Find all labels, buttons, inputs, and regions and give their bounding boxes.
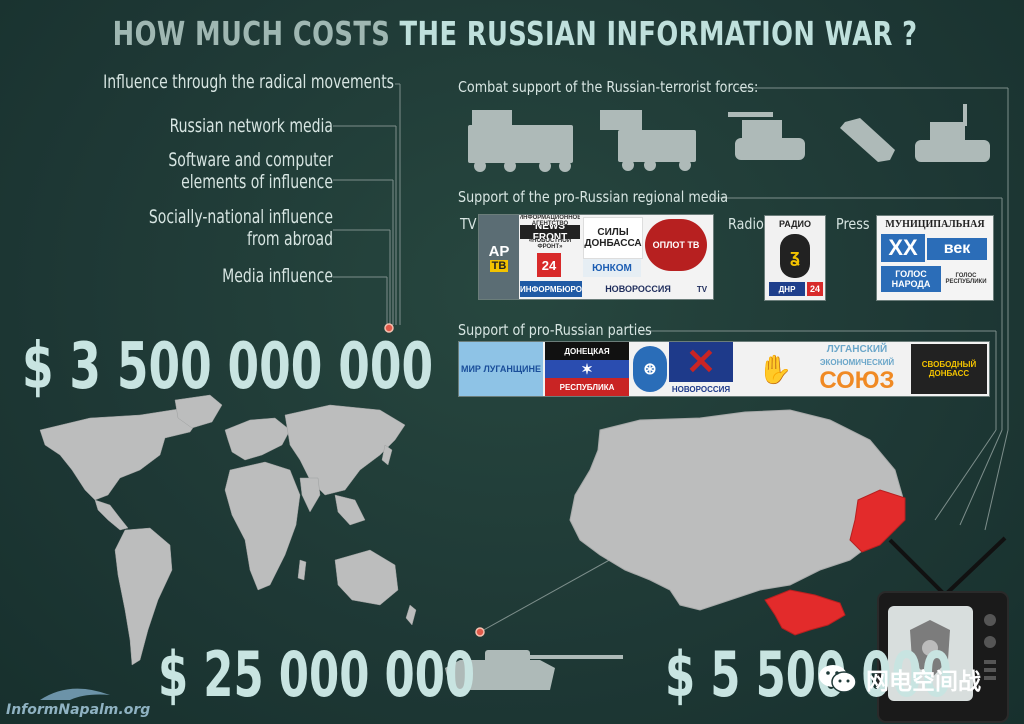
logo-hands: ✋ [757, 353, 793, 385]
watermark: InformNapalm.org [6, 702, 151, 718]
label-press: Press [836, 215, 870, 233]
logo-xx: XX [881, 234, 925, 262]
logo-municipal: МУНИЦИПАЛЬНАЯ [885, 218, 985, 230]
logo-radio-24: 24 [807, 282, 823, 296]
logo-novorossiya-flag: ✕ [669, 342, 733, 382]
tank-icon [445, 650, 623, 690]
amount-military: $ 25 000 000 [158, 638, 476, 711]
radio-logo-panel: РАДИО ʓ ДНР 24 [764, 215, 826, 301]
tv-icon [877, 536, 1009, 723]
label-radio: Radio [728, 215, 764, 233]
logo-svobodny-donbass: СВОБОДНЫЙ ДОНБАСС [911, 344, 987, 394]
tv-logos-panel: AP TB ИНФОРМАЦИОННОЕ АГЕНТСТВО NEWS FRONT… [478, 214, 714, 300]
logo-lugansk: ЛУГАНСКИЙ [826, 343, 888, 355]
logo-novorossiya-party: НОВОРОССИЯ [671, 384, 731, 394]
logo-soyuz: СОЮЗ [819, 368, 895, 394]
title-part-1: HOW MUCH COSTS [112, 14, 391, 53]
dolphin-icon [40, 688, 110, 700]
label-network-media: Russian network media [169, 115, 333, 137]
wechat-account-name: 网电空间战 [866, 669, 981, 695]
section-parties: Support of pro-Russian parties [458, 321, 652, 339]
page-title: HOW MUCH COSTS THE RUSSIAN INFORMATION W… [112, 14, 917, 53]
label-social-national: Socially-national influence from abroad [148, 206, 333, 250]
amount-regional: $ 5 500 000 [665, 638, 952, 711]
logo-novorossiya-tv: НОВОРОССИЯ [583, 281, 693, 297]
logo-golos-sub: ГОЛОС РЕСПУБЛИКИ [945, 273, 987, 285]
logo-donetsk: ДОНЕЦКАЯ [545, 342, 629, 360]
ukraine-map [569, 409, 906, 636]
logo-radio-text: РАДИО [779, 219, 811, 229]
label-radical-movements: Influence through the radical movements [103, 71, 395, 93]
section-media: Support of the pro-Russian regional medi… [458, 188, 729, 206]
label-tv: TV [460, 215, 477, 233]
logo-yugnom: ЮНКОМ [583, 259, 641, 277]
logo-agency-text: ИНФОРМАЦИОННОЕ АГЕНТСТВО [520, 215, 580, 227]
logo-tv-mark: TV [696, 284, 708, 294]
logo-informburo: ИНФОРМБЮРО [520, 281, 582, 297]
logo-vek: век [927, 238, 987, 260]
combat-vehicles [468, 104, 990, 172]
press-logo-panel: МУНИЦИПАЛЬНАЯ XX век ГОЛОС НАРОДА ГОЛОС … [876, 215, 994, 301]
logo-economic: ЭКОНОМИЧЕСКИЙ [819, 357, 895, 367]
wechat-icon [819, 665, 857, 693]
logo-mir-luganshchine: МИР ЛУГАНЩИНЕ [459, 342, 543, 396]
title-part-2: THE RUSSIAN INFORMATION WAR ? [399, 14, 918, 53]
amount-global: $ 3 500 000 000 [22, 330, 434, 404]
label-media-influence: Media influence [222, 265, 333, 287]
label-software: Software and computer elements of influe… [168, 149, 333, 193]
party-logos-panel: МИР ЛУГАНЩИНЕ ДОНЕЦКАЯ ✶ РЕСПУБЛИКА ⊛ ✕ … [458, 341, 990, 397]
logo-party-emblem: ⊛ [633, 346, 667, 392]
logo-newsfront: NEWS FRONT [520, 225, 580, 239]
logo-24: 24 [537, 253, 561, 277]
logo-golos-naroda: ГОЛОС НАРОДА [881, 266, 941, 292]
world-map [39, 394, 417, 666]
logo-eagle: ✶ [545, 360, 629, 378]
logo-radio-mark: ʓ [780, 234, 810, 278]
logo-sily-donbassa: СИЛЫ ДОНБАССА [583, 217, 643, 259]
section-combat: Combat support of the Russian-terrorist … [458, 78, 759, 96]
logo-oplot: ОПЛОТ ТВ [645, 219, 707, 271]
logo-respublika: РЕСПУБЛИКА [545, 378, 629, 396]
logo-ar-tv: AP TB [479, 215, 519, 299]
logo-newsfront-sub: «НОВОСТНОЙ ФРОНТ» [528, 239, 572, 249]
logo-radio-dnr: ДНР [769, 282, 805, 296]
wechat-overlay: 网电空间战 [818, 662, 981, 696]
